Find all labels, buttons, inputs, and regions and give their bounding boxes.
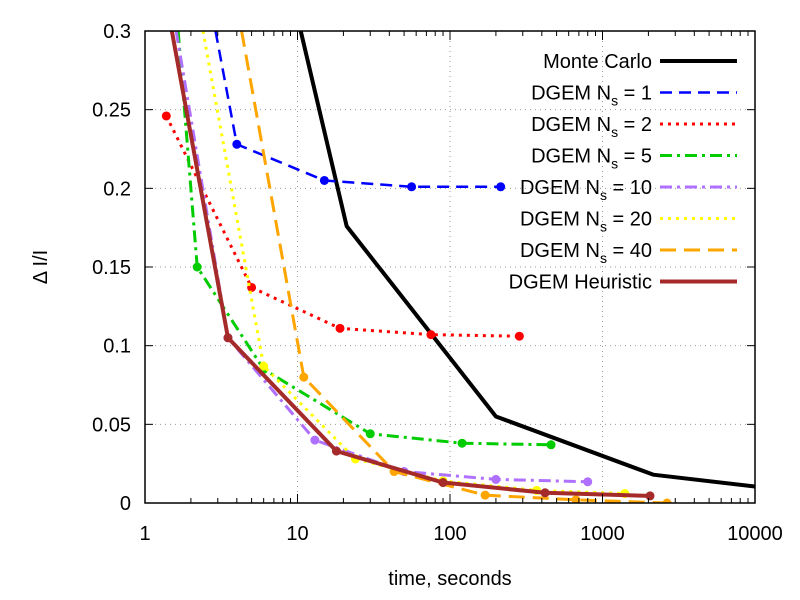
data-point-dgem-ns-5 xyxy=(546,440,556,450)
y-tick-label: 0.25 xyxy=(92,100,131,122)
data-point-dgem-ns-2 xyxy=(514,331,524,341)
y-axis-label: Δ I/I xyxy=(30,250,52,284)
y-tick-label: 0.05 xyxy=(92,414,131,436)
data-point-dgem-ns-1 xyxy=(496,182,506,192)
series-line-dgem-ns-1 xyxy=(214,31,501,189)
legend-label-dgem-ns-5: DGEM Ns = 5 xyxy=(531,146,652,172)
x-tick-label: 10 xyxy=(286,523,308,545)
y-tick-label: 0 xyxy=(120,493,131,515)
data-point-dgem-ns-40 xyxy=(662,498,672,503)
data-point-dgem-heuristic xyxy=(223,333,233,343)
ticks: 0 0.05 0.1 0.15 0.2 0.25 0.3 1 10 100 1000 10000 xyxy=(92,21,783,545)
x-tick-label: 100 xyxy=(433,523,466,545)
data-point-dgem-ns-10 xyxy=(491,474,501,484)
x-tick-label: 10000 xyxy=(727,523,783,545)
x-axis-label: time, seconds xyxy=(388,568,511,590)
data-point-dgem-heuristic xyxy=(331,446,341,456)
x-tick-label: 1 xyxy=(139,523,150,545)
legend-label-dgem-ns-40: DGEM Ns = 40 xyxy=(520,240,652,266)
data-point-dgem-heuristic xyxy=(438,478,448,488)
data-point-dgem-ns-2 xyxy=(161,111,171,121)
data-point-dgem-ns-5 xyxy=(192,262,202,272)
data-point-dgem-ns-1 xyxy=(232,139,242,149)
legend-label-dgem-ns-10: DGEM Ns = 10 xyxy=(520,177,652,203)
data-point-dgem-ns-10 xyxy=(310,435,320,445)
series-layer xyxy=(161,31,755,503)
legend-label-dgem-ns-2: DGEM Ns = 2 xyxy=(531,114,652,140)
legend-label-monte-carlo: Monte Carlo xyxy=(543,51,652,73)
y-tick-label: 0.15 xyxy=(92,257,131,279)
series-line-monte-carlo xyxy=(298,31,755,489)
data-point-dgem-ns-10 xyxy=(583,477,593,487)
data-point-dgem-ns-1 xyxy=(319,175,329,185)
data-point-dgem-ns-2 xyxy=(426,330,436,340)
data-point-dgem-ns-5 xyxy=(365,429,375,439)
series-line-dgem-ns-5 xyxy=(176,31,552,447)
legend-label-dgem-heuristic: DGEM Heuristic xyxy=(509,272,652,294)
data-point-dgem-ns-1 xyxy=(407,182,417,192)
legend-label-dgem-ns-1: DGEM Ns = 1 xyxy=(531,83,652,109)
data-point-dgem-heuristic xyxy=(645,491,655,501)
data-point-dgem-ns-40 xyxy=(299,372,309,382)
data-point-dgem-ns-2 xyxy=(335,323,345,333)
x-tick-label: 1000 xyxy=(580,523,625,545)
data-point-dgem-ns-20 xyxy=(259,361,269,371)
series-line-dgem-heuristic xyxy=(169,31,651,498)
grid xyxy=(145,31,755,503)
data-point-dgem-heuristic xyxy=(540,488,550,498)
y-tick-label: 0.1 xyxy=(103,336,131,358)
legend: Monte Carlo DGEM Ns = 1 DGEM Ns = 2 DGEM Ns… xyxy=(509,51,737,294)
data-point-dgem-ns-5 xyxy=(457,438,467,448)
data-point-dgem-ns-40 xyxy=(480,490,490,500)
data-point-dgem-ns-40 xyxy=(571,495,581,503)
y-tick-label: 0.3 xyxy=(103,21,131,43)
legend-label-dgem-ns-20: DGEM Ns = 20 xyxy=(520,209,652,235)
y-tick-label: 0.2 xyxy=(103,178,131,200)
